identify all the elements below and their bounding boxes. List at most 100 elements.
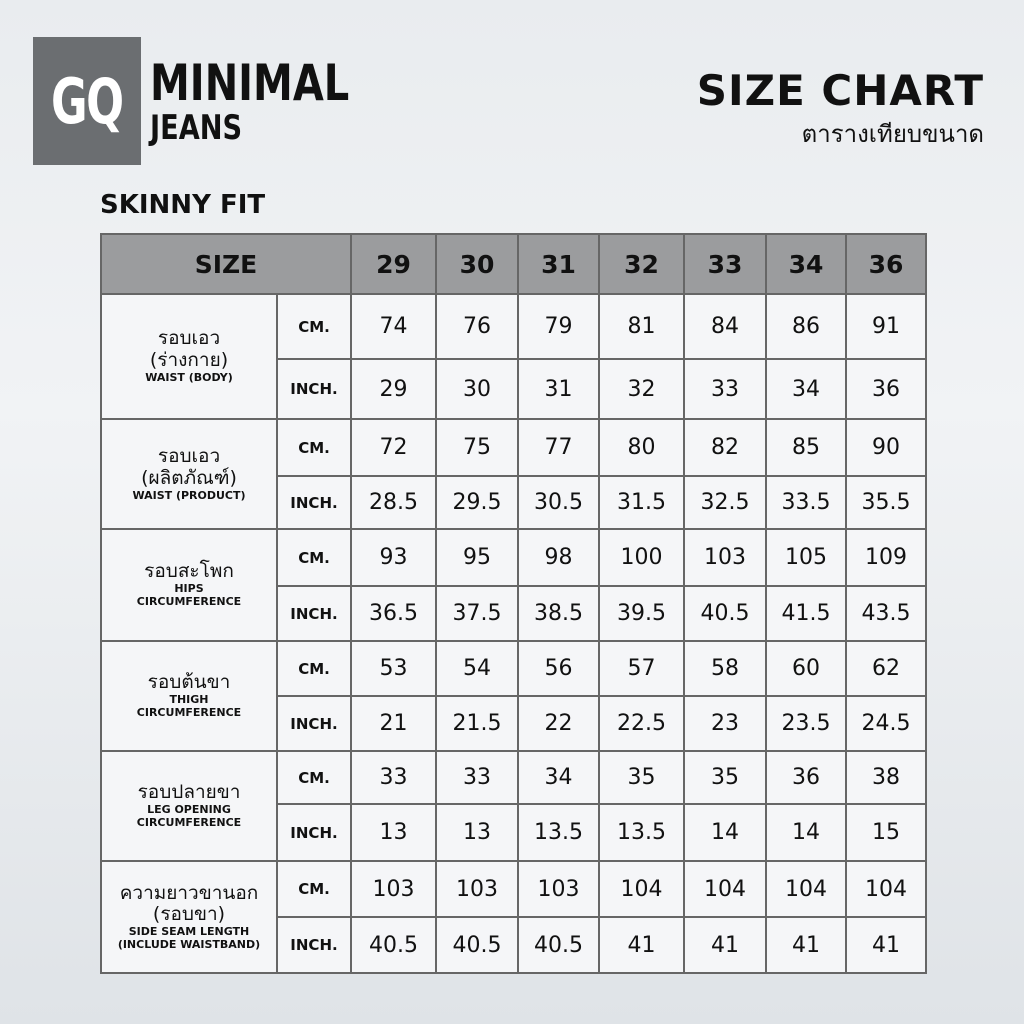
value-cell: 91 [845,293,928,360]
value-cell: 22 [517,695,601,752]
value-cell: 100 [598,528,686,587]
value-cell: 21.5 [435,695,520,752]
value-cell: 86 [765,293,848,360]
size-header: 33 [683,233,768,295]
value-cell: 35 [683,750,768,805]
value-cell: 80 [598,418,686,477]
value-cell: 40.5 [435,916,520,974]
row-label: รอบปลายขา LEG OPENING CIRCUMFERENCE [100,750,278,862]
value-cell: 14 [765,803,848,862]
row-label: รอบเอว (ร่างกาย) WAIST (BODY) [100,293,278,420]
value-cell: 33 [435,750,520,805]
value-cell: 109 [845,528,928,587]
value-cell: 35.5 [845,475,928,530]
value-cell: 72 [350,418,438,477]
value-cell: 41 [683,916,768,974]
unit-label: CM. [275,640,353,697]
value-cell: 28.5 [350,475,438,530]
subtitle: ตารางเทียบขนาด [801,120,984,148]
label-th: รอบสะโพก [144,560,234,583]
unit-label: INCH. [275,695,353,752]
data-row: INCH. 40.5 40.5 40.5 41 41 41 41 [101,916,928,974]
label-en: CIRCUMFERENCE [136,705,242,719]
value-cell: 39.5 [598,585,686,642]
value-cell: 29 [350,358,438,420]
value-cell: 34 [517,750,601,805]
value-cell: 41 [845,916,928,974]
unit-label: CM. [275,528,353,587]
value-cell: 104 [845,860,928,918]
value-cell: 23.5 [765,695,848,752]
data-row: INCH. 13 13 13.5 13.5 14 14 15 [101,803,928,862]
value-cell: 103 [350,860,438,918]
value-cell: 32.5 [683,475,768,530]
value-cell: 84 [683,293,768,360]
label-th: รอบปลายขา [137,781,241,804]
value-cell: 38 [845,750,928,805]
data-row: รอบเอว (ผลิตภัณฑ์) WAIST (PRODUCT) CM. 72 75 7… [100,418,928,530]
unit-label: INCH. [275,475,353,530]
size-header: 36 [845,233,928,295]
value-cell: 98 [517,528,601,587]
label-en: THIGH [169,693,209,707]
value-cell: 40.5 [350,916,438,974]
unit-label: CM. [275,750,353,805]
label-th: ความยาวขานอก [119,881,259,904]
label-en: CIRCUMFERENCE [136,594,242,608]
value-cell: 74 [350,293,438,360]
value-cell: 103 [435,860,520,918]
unit-label: INCH. [275,585,353,642]
value-cell: 34 [765,358,848,420]
data-row: ความยาวขานอก (รอบขา) SIDE SEAM LENGTH (INCL… [100,860,928,974]
value-cell: 22.5 [598,695,686,752]
data-row: INCH. 28.5 29.5 30.5 31.5 32.5 33.5 35.5 [101,475,928,530]
value-cell: 14 [683,803,768,862]
value-cell: 13 [350,803,438,862]
value-cell: 41 [765,916,848,974]
value-cell: 32 [598,358,686,420]
value-cell: 85 [765,418,848,477]
value-cell: 21 [350,695,438,752]
value-cell: 41 [598,916,686,974]
value-cell: 104 [598,860,686,918]
label-th: รอบเอว [157,327,221,350]
label-th: (รอบขา) [152,903,226,926]
row-label: รอบต้นขา THIGH CIRCUMFERENCE [100,640,278,752]
value-cell: 60 [765,640,848,697]
unit-label: CM. [275,293,353,360]
header-row: SIZE 29 30 31 32 33 34 36 [99,233,928,295]
size-header: 32 [598,233,686,295]
size-label: SIZE [99,233,353,295]
value-cell: 56 [517,640,601,697]
value-cell: 23 [683,695,768,752]
label-en: WAIST (BODY) [145,371,233,385]
logo: GQ [33,37,141,165]
label-en: WAIST (PRODUCT) [132,488,246,502]
value-cell: 30.5 [517,475,601,530]
value-cell: 24.5 [845,695,928,752]
logo-text: GQ [51,64,124,138]
value-cell: 35 [598,750,686,805]
unit-label: CM. [275,860,353,918]
value-cell: 57 [598,640,686,697]
value-cell: 77 [517,418,601,477]
value-cell: 36 [765,750,848,805]
value-cell: 37.5 [435,585,520,642]
value-cell: 104 [683,860,768,918]
data-row: INCH. 29 30 31 32 33 34 36 [101,358,928,420]
value-cell: 104 [765,860,848,918]
value-cell: 79 [517,293,601,360]
value-cell: 13 [435,803,520,862]
unit-label: INCH. [275,358,353,420]
label-en: LEG OPENING [147,803,231,817]
value-cell: 40.5 [517,916,601,974]
value-cell: 33 [683,358,768,420]
value-cell: 95 [435,528,520,587]
data-row: INCH. 21 21.5 22 22.5 23 23.5 24.5 [101,695,928,752]
value-cell: 82 [683,418,768,477]
value-cell: 81 [598,293,686,360]
data-row: รอบต้นขา THIGH CIRCUMFERENCE CM. 53 54 56 57 58 6… [100,640,928,752]
value-cell: 41.5 [765,585,848,642]
value-cell: 103 [683,528,768,587]
